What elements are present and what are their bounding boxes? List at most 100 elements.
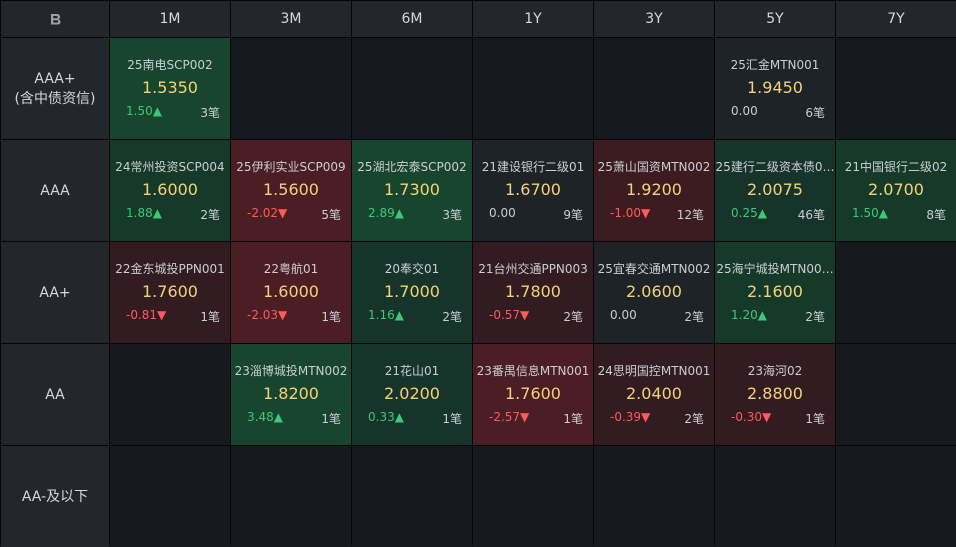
bond-cell[interactable]: 21中国银行二级02 2.0700 1.50▲ 8笔 (836, 140, 956, 241)
bond-cell[interactable]: 22金东城投PPN001 1.7600 -0.81▼ 1笔 (110, 242, 230, 343)
empty-cell (836, 446, 956, 547)
bond-rate: 1.9450 (747, 78, 803, 97)
trade-count: 1笔 (442, 412, 462, 426)
trade-count: 6笔 (805, 106, 825, 120)
bond-cell[interactable]: 25萧山国资MTN002 1.9200 -1.00▼ 12笔 (594, 140, 714, 241)
bond-name: 20奉交01 (384, 262, 440, 276)
bond-rate: 2.1600 (747, 282, 803, 301)
bond-cell[interactable]: 24常州投资SCP004 1.6000 1.88▲ 2笔 (110, 140, 230, 241)
trade-count: 1笔 (200, 310, 220, 324)
bond-cell[interactable]: 21花山01 2.0200 0.33▲ 1笔 (352, 344, 472, 445)
empty-cell (473, 446, 593, 547)
column-header-7y[interactable]: 7Y (836, 1, 956, 37)
trade-count: 3笔 (200, 106, 220, 120)
bond-cell[interactable]: 25湖北宏泰SCP002 1.7300 2.89▲ 3笔 (352, 140, 472, 241)
bond-rate: 1.6700 (505, 180, 561, 199)
bond-rate: 2.0700 (868, 180, 924, 199)
bond-cell[interactable]: 25建行二级资本债0… 2.0075 0.25▲ 46笔 (715, 140, 835, 241)
column-header-1m[interactable]: 1M (110, 1, 230, 37)
bond-rate: 1.8200 (263, 384, 319, 403)
bond-change: 0.25▲ (731, 206, 767, 220)
bond-cell[interactable]: 24思明国控MTN001 2.0400 -0.39▼ 2笔 (594, 344, 714, 445)
bond-cell[interactable]: 22粤航01 1.6000 -2.03▼ 1笔 (231, 242, 351, 343)
row-label-line2: (含中债资信) (14, 90, 96, 107)
bond-change: -0.57▼ (489, 308, 530, 322)
row-label: AA-及以下 (1, 446, 109, 547)
bond-cell[interactable]: 23番禺信息MTN001 1.7600 -2.57▼ 1笔 (473, 344, 593, 445)
bond-cell[interactable]: 21建设银行二级01 1.6700 0.00 9笔 (473, 140, 593, 241)
trade-count: 5笔 (321, 208, 341, 222)
trade-count: 2笔 (200, 208, 220, 222)
bond-name: 21花山01 (384, 364, 440, 378)
bond-rate: 1.5350 (142, 78, 198, 97)
bond-name: 25湖北宏泰SCP002 (357, 160, 467, 174)
row-label-line1: AAA+ (34, 70, 76, 87)
trade-count: 2笔 (805, 310, 825, 324)
bond-cell[interactable]: 23淄博城投MTN002 1.8200 3.48▲ 1笔 (231, 344, 351, 445)
bond-rate: 2.0600 (626, 282, 682, 301)
trade-count: 2笔 (442, 310, 462, 324)
trade-count: 8笔 (926, 208, 946, 222)
bond-cell[interactable]: 20奉交01 1.7000 1.16▲ 2笔 (352, 242, 472, 343)
trade-count: 9笔 (563, 208, 583, 222)
bond-cell[interactable]: 25南电SCP002 1.5350 1.50▲ 3笔 (110, 38, 230, 139)
corner-header[interactable] (1, 1, 109, 37)
empty-cell (594, 38, 714, 139)
bond-rate: 1.7600 (505, 384, 561, 403)
bond-cell[interactable]: 25伊利实业SCP009 1.5600 -2.02▼ 5笔 (231, 140, 351, 241)
column-header-6m[interactable]: 6M (352, 1, 472, 37)
row-label-line1: AAA (40, 182, 70, 199)
bond-change: 1.50▲ (126, 104, 162, 118)
trade-count: 12笔 (676, 208, 704, 222)
empty-cell (836, 344, 956, 445)
bond-change: -2.03▼ (247, 308, 288, 322)
bond-rate: 1.6000 (263, 282, 319, 301)
bond-change: 0.00 (489, 206, 516, 220)
empty-cell (110, 446, 230, 547)
bond-cell[interactable]: 21台州交通PPN003 1.7800 -0.57▼ 2笔 (473, 242, 593, 343)
bond-cell[interactable]: 25海宁城投MTN00… 2.1600 1.20▲ 2笔 (715, 242, 835, 343)
bond-change: 1.88▲ (126, 206, 162, 220)
trade-count: 1笔 (321, 310, 341, 324)
row-label-line1: AA-及以下 (21, 488, 89, 505)
bond-name: 22粤航01 (263, 262, 319, 276)
bond-name: 25萧山国资MTN002 (597, 160, 711, 174)
bond-change: 1.16▲ (368, 308, 404, 322)
bond-name: 25海宁城投MTN00… (716, 262, 834, 276)
trade-count: 2笔 (684, 412, 704, 426)
bond-name: 22金东城投PPN001 (115, 262, 225, 276)
trade-count: 46笔 (797, 208, 825, 222)
bond-cell[interactable]: 23海河02 2.8800 -0.30▼ 1笔 (715, 344, 835, 445)
bond-name: 25宜春交通MTN002 (597, 262, 711, 276)
column-header-3y[interactable]: 3Y (594, 1, 714, 37)
trade-count: 3笔 (442, 208, 462, 222)
bond-change: -1.00▼ (610, 206, 651, 220)
bond-change: 1.20▲ (731, 308, 767, 322)
row-label: AAA (1, 140, 109, 241)
trade-count: 2笔 (684, 310, 704, 324)
column-header-3m[interactable]: 3M (231, 1, 351, 37)
refresh-icon[interactable] (48, 12, 62, 26)
bond-change: -0.81▼ (126, 308, 167, 322)
empty-cell (715, 446, 835, 547)
bond-cell[interactable]: 25宜春交通MTN002 2.0600 0.00 2笔 (594, 242, 714, 343)
bond-change: 2.89▲ (368, 206, 404, 220)
row-label: AA (1, 344, 109, 445)
column-header-1y[interactable]: 1Y (473, 1, 593, 37)
bond-cell[interactable]: 25汇金MTN001 1.9450 0.00 6笔 (715, 38, 835, 139)
bond-rate: 1.5600 (263, 180, 319, 199)
row-label: AA+ (1, 242, 109, 343)
column-header-5y[interactable]: 5Y (715, 1, 835, 37)
bond-change: 0.00 (610, 308, 637, 322)
row-label-line1: AA+ (39, 284, 71, 301)
empty-cell (473, 38, 593, 139)
bond-name: 24思明国控MTN001 (597, 364, 711, 378)
empty-cell (231, 38, 351, 139)
bond-rate: 2.0075 (747, 180, 803, 199)
bond-rate: 1.7800 (505, 282, 561, 301)
bond-rate: 1.7300 (384, 180, 440, 199)
bond-rate: 1.6000 (142, 180, 198, 199)
empty-cell (352, 38, 472, 139)
trade-count: 1笔 (805, 412, 825, 426)
